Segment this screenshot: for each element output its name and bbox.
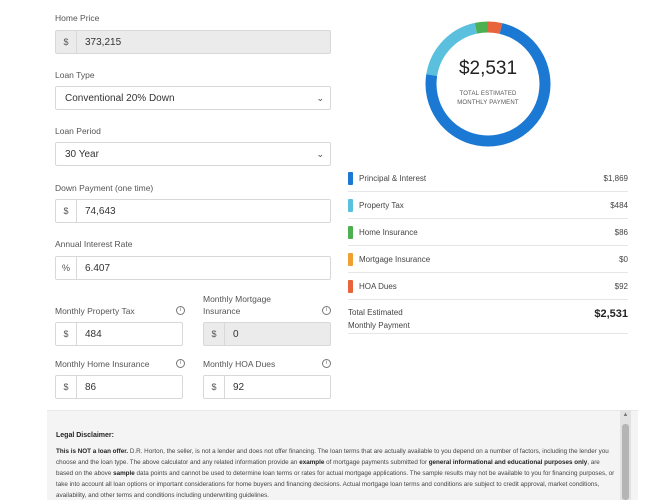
breakdown-amount: $484 [610, 200, 628, 210]
breakdown-label: HOA Dues [359, 281, 397, 291]
breakdown-label: Mortgage Insurance [359, 254, 431, 264]
breakdown-row-principal: Principal & Interest $1,869 [348, 165, 628, 192]
breakdown-label: Home Insurance [359, 227, 418, 237]
currency-prefix: $ [56, 323, 77, 345]
breakdown-amount: $92 [614, 281, 628, 291]
home-insurance-label: Monthly Home Insurance [55, 359, 150, 369]
currency-prefix: $ [204, 376, 225, 398]
chevron-down-icon: ⌄ [316, 92, 324, 103]
info-icon[interactable]: i [176, 306, 185, 315]
currency-prefix: $ [56, 31, 77, 53]
color-swatch [348, 279, 353, 293]
hoa-dues-value: 92 [233, 381, 245, 393]
total-payment-caption: TOTAL ESTIMATED MONTHLY PAYMENT [424, 90, 552, 108]
property-tax-label: Monthly Property Tax [55, 306, 135, 316]
mortgage-insurance-label-line1: Monthly Mortgage [203, 294, 272, 304]
caption-line1: TOTAL ESTIMATED [459, 91, 517, 97]
mortgage-insurance-label-line2: Insurance [203, 306, 241, 316]
disclaimer-example: example [299, 459, 325, 466]
disclaimer-text: of mortgage payments submitted for [324, 459, 429, 466]
hoa-dues-label: Monthly HOA Dues [203, 359, 276, 369]
donut-segment [426, 22, 478, 77]
interest-rate-field[interactable]: % 6.407 [55, 256, 331, 280]
home-price-field[interactable]: $ 373,215 [55, 30, 331, 54]
disclaimer-scrollbar[interactable]: ▲ [620, 410, 631, 500]
loan-period-select[interactable]: 30 Year ⌄ [55, 142, 331, 166]
mortgage-insurance-field[interactable]: $ 0 [203, 322, 331, 346]
disclaimer-title: Legal Disclaimer: [56, 432, 114, 439]
disclaimer-body: This is NOT a loan offer. D.R. Horton, t… [56, 446, 616, 500]
scrollbar-thumb[interactable] [622, 424, 629, 500]
chevron-down-icon: ⌄ [316, 148, 324, 159]
legal-disclaimer-panel: Legal Disclaimer: This is NOT a loan off… [47, 410, 638, 500]
interest-rate-value: 6.407 [85, 262, 111, 274]
donut-segment [425, 23, 551, 147]
total-payment-row: Total Estimated Monthly Payment $2,531 [348, 300, 628, 334]
breakdown-row-home-insurance: Home Insurance $86 [348, 219, 628, 246]
info-icon[interactable]: i [176, 359, 185, 368]
payment-donut-chart [425, 21, 551, 147]
home-price-label: Home Price [55, 13, 100, 23]
breakdown-amount: $0 [619, 254, 628, 264]
total-payment-amount: $2,531 [458, 58, 518, 79]
color-swatch [348, 252, 353, 266]
color-swatch [348, 198, 353, 212]
info-icon[interactable]: i [322, 359, 331, 368]
property-tax-field[interactable]: $ 484 [55, 322, 183, 346]
down-payment-value: 74,643 [85, 205, 116, 217]
caption-line2: MONTHLY PAYMENT [457, 100, 519, 106]
currency-prefix: $ [56, 200, 77, 222]
property-tax-value: 484 [85, 328, 102, 340]
loan-type-select[interactable]: Conventional 20% Down ⌄ [55, 86, 331, 110]
mortgage-insurance-value: 0 [233, 328, 239, 340]
breakdown-label: Principal & Interest [359, 173, 427, 183]
currency-prefix: $ [56, 376, 77, 398]
total-label-line2: Monthly Payment [348, 321, 410, 330]
percent-prefix: % [56, 257, 77, 279]
home-price-value: 373,215 [85, 36, 122, 48]
breakdown-label: Property Tax [359, 200, 404, 210]
breakdown-row-mortgage-insurance: Mortgage Insurance $0 [348, 246, 628, 273]
down-payment-label: Down Payment (one time) [55, 183, 154, 193]
disclaimer-not-offer: This is NOT a loan offer. [56, 448, 129, 455]
disclaimer-text: data points and cannot be used to determ… [56, 470, 615, 499]
total-label-line1: Total Estimated [348, 308, 403, 317]
mortgage-insurance-label: Monthly Mortgage Insurance [203, 293, 271, 317]
loan-period-label: Loan Period [55, 126, 101, 136]
loan-type-label: Loan Type [55, 70, 95, 80]
interest-rate-label: Annual Interest Rate [55, 239, 133, 249]
scroll-up-icon[interactable]: ▲ [622, 412, 629, 418]
total-payment-value: $2,531 [594, 308, 628, 320]
down-payment-field[interactable]: $ 74,643 [55, 199, 331, 223]
hoa-dues-field[interactable]: $ 92 [203, 375, 331, 399]
breakdown-amount: $86 [614, 227, 628, 237]
currency-prefix: $ [204, 323, 225, 345]
disclaimer-text: , are based on the above [56, 459, 600, 477]
loan-period-value: 30 Year [65, 148, 99, 160]
disclaimer-text: D.R. Horton, the seller, is not a lender… [56, 448, 609, 466]
disclaimer-sample: sample [113, 470, 135, 477]
color-swatch [348, 225, 353, 239]
donut-segment [474, 21, 489, 34]
breakdown-row-hoa-dues: HOA Dues $92 [348, 273, 628, 300]
info-icon[interactable]: i [322, 306, 331, 315]
breakdown-row-property-tax: Property Tax $484 [348, 192, 628, 219]
breakdown-amount: $1,869 [603, 173, 628, 183]
home-insurance-field[interactable]: $ 86 [55, 375, 183, 399]
loan-type-value: Conventional 20% Down [65, 92, 175, 104]
home-insurance-value: 86 [85, 381, 97, 393]
disclaimer-general: general informational and educational pu… [428, 459, 588, 466]
donut-segment [487, 21, 503, 34]
total-payment-label: Total Estimated Monthly Payment [348, 306, 410, 332]
color-swatch [348, 171, 353, 185]
